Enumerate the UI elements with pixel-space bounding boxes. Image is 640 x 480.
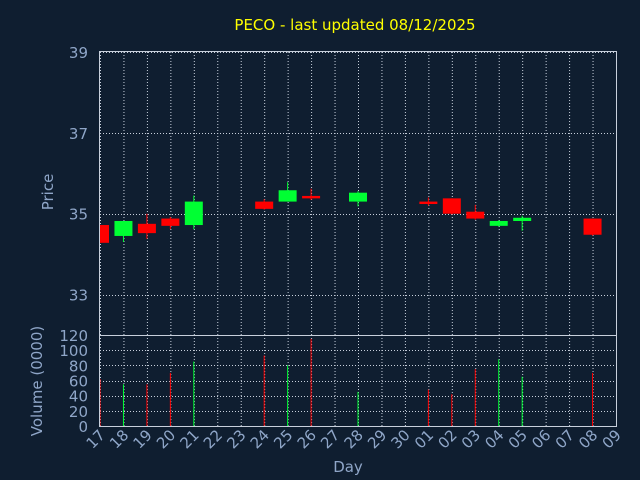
price-tick-label: 33	[69, 287, 88, 305]
price-tick-labels: 33 35 37 39	[69, 44, 88, 305]
candle-body	[278, 190, 297, 202]
volume-tick-label: 120	[59, 327, 88, 345]
day-tick-label: 25	[270, 426, 296, 452]
day-tick-label: 27	[317, 426, 343, 452]
day-tick-label: 19	[130, 426, 156, 452]
candle-body	[100, 225, 109, 243]
day-tick-label: 24	[247, 426, 273, 452]
volume-tick-label: 40	[69, 388, 88, 406]
day-tick-label: 04	[481, 426, 507, 452]
price-grid	[100, 52, 617, 335]
candle-body	[255, 201, 274, 209]
candle-body	[161, 218, 180, 226]
day-tick-label: 29	[364, 426, 390, 452]
volume-axis-label: Volume (0000)	[28, 326, 46, 436]
day-tick-labels: 1718192021222324252627282930010203040506…	[83, 426, 625, 452]
candle-body	[466, 211, 485, 219]
price-tick-label: 39	[69, 44, 88, 62]
volume-panel-frame	[99, 335, 617, 427]
day-tick-label: 07	[552, 426, 578, 452]
candle-body	[583, 218, 602, 235]
day-tick-label: 06	[528, 426, 554, 452]
day-tick-label: 23	[223, 426, 249, 452]
candle-body	[184, 201, 203, 226]
candle-body	[419, 201, 438, 205]
day-tick-label: 18	[106, 426, 132, 452]
price-tick-label: 35	[69, 206, 88, 224]
x-axis-label: Day	[333, 458, 363, 476]
day-tick-label: 09	[599, 426, 625, 452]
day-tick-label: 02	[434, 426, 460, 452]
candle-body	[137, 223, 156, 234]
day-tick-label: 21	[176, 426, 202, 452]
candle-body	[349, 192, 367, 202]
day-tick-label: 30	[388, 426, 414, 452]
chart-title: PECO - last updated 08/12/2025	[234, 16, 475, 34]
day-tick-label: 26	[294, 426, 320, 452]
day-tick-label: 22	[200, 426, 226, 452]
candle-body	[302, 195, 321, 199]
volume-tick-label: 100	[59, 342, 88, 360]
day-tick-label: 20	[153, 426, 179, 452]
day-tick-label: 08	[575, 426, 601, 452]
day-tick-label: 28	[341, 426, 367, 452]
day-tick-label: 05	[505, 426, 531, 452]
candle-body	[489, 220, 508, 226]
volume-tick-label: 80	[69, 357, 88, 375]
candle-body	[442, 198, 461, 214]
volume-tick-label: 60	[69, 373, 88, 391]
y-axis-label: Price	[39, 174, 57, 211]
candle-body	[513, 217, 532, 221]
candles	[99, 182, 602, 243]
volume-tick-label: 20	[69, 403, 88, 421]
day-tick-label: 03	[458, 426, 484, 452]
day-tick-label: 01	[411, 426, 437, 452]
volume-tick-label: 0	[78, 418, 88, 436]
candle-body	[114, 220, 133, 236]
volume-bars	[99, 338, 594, 426]
price-tick-label: 37	[69, 125, 88, 143]
